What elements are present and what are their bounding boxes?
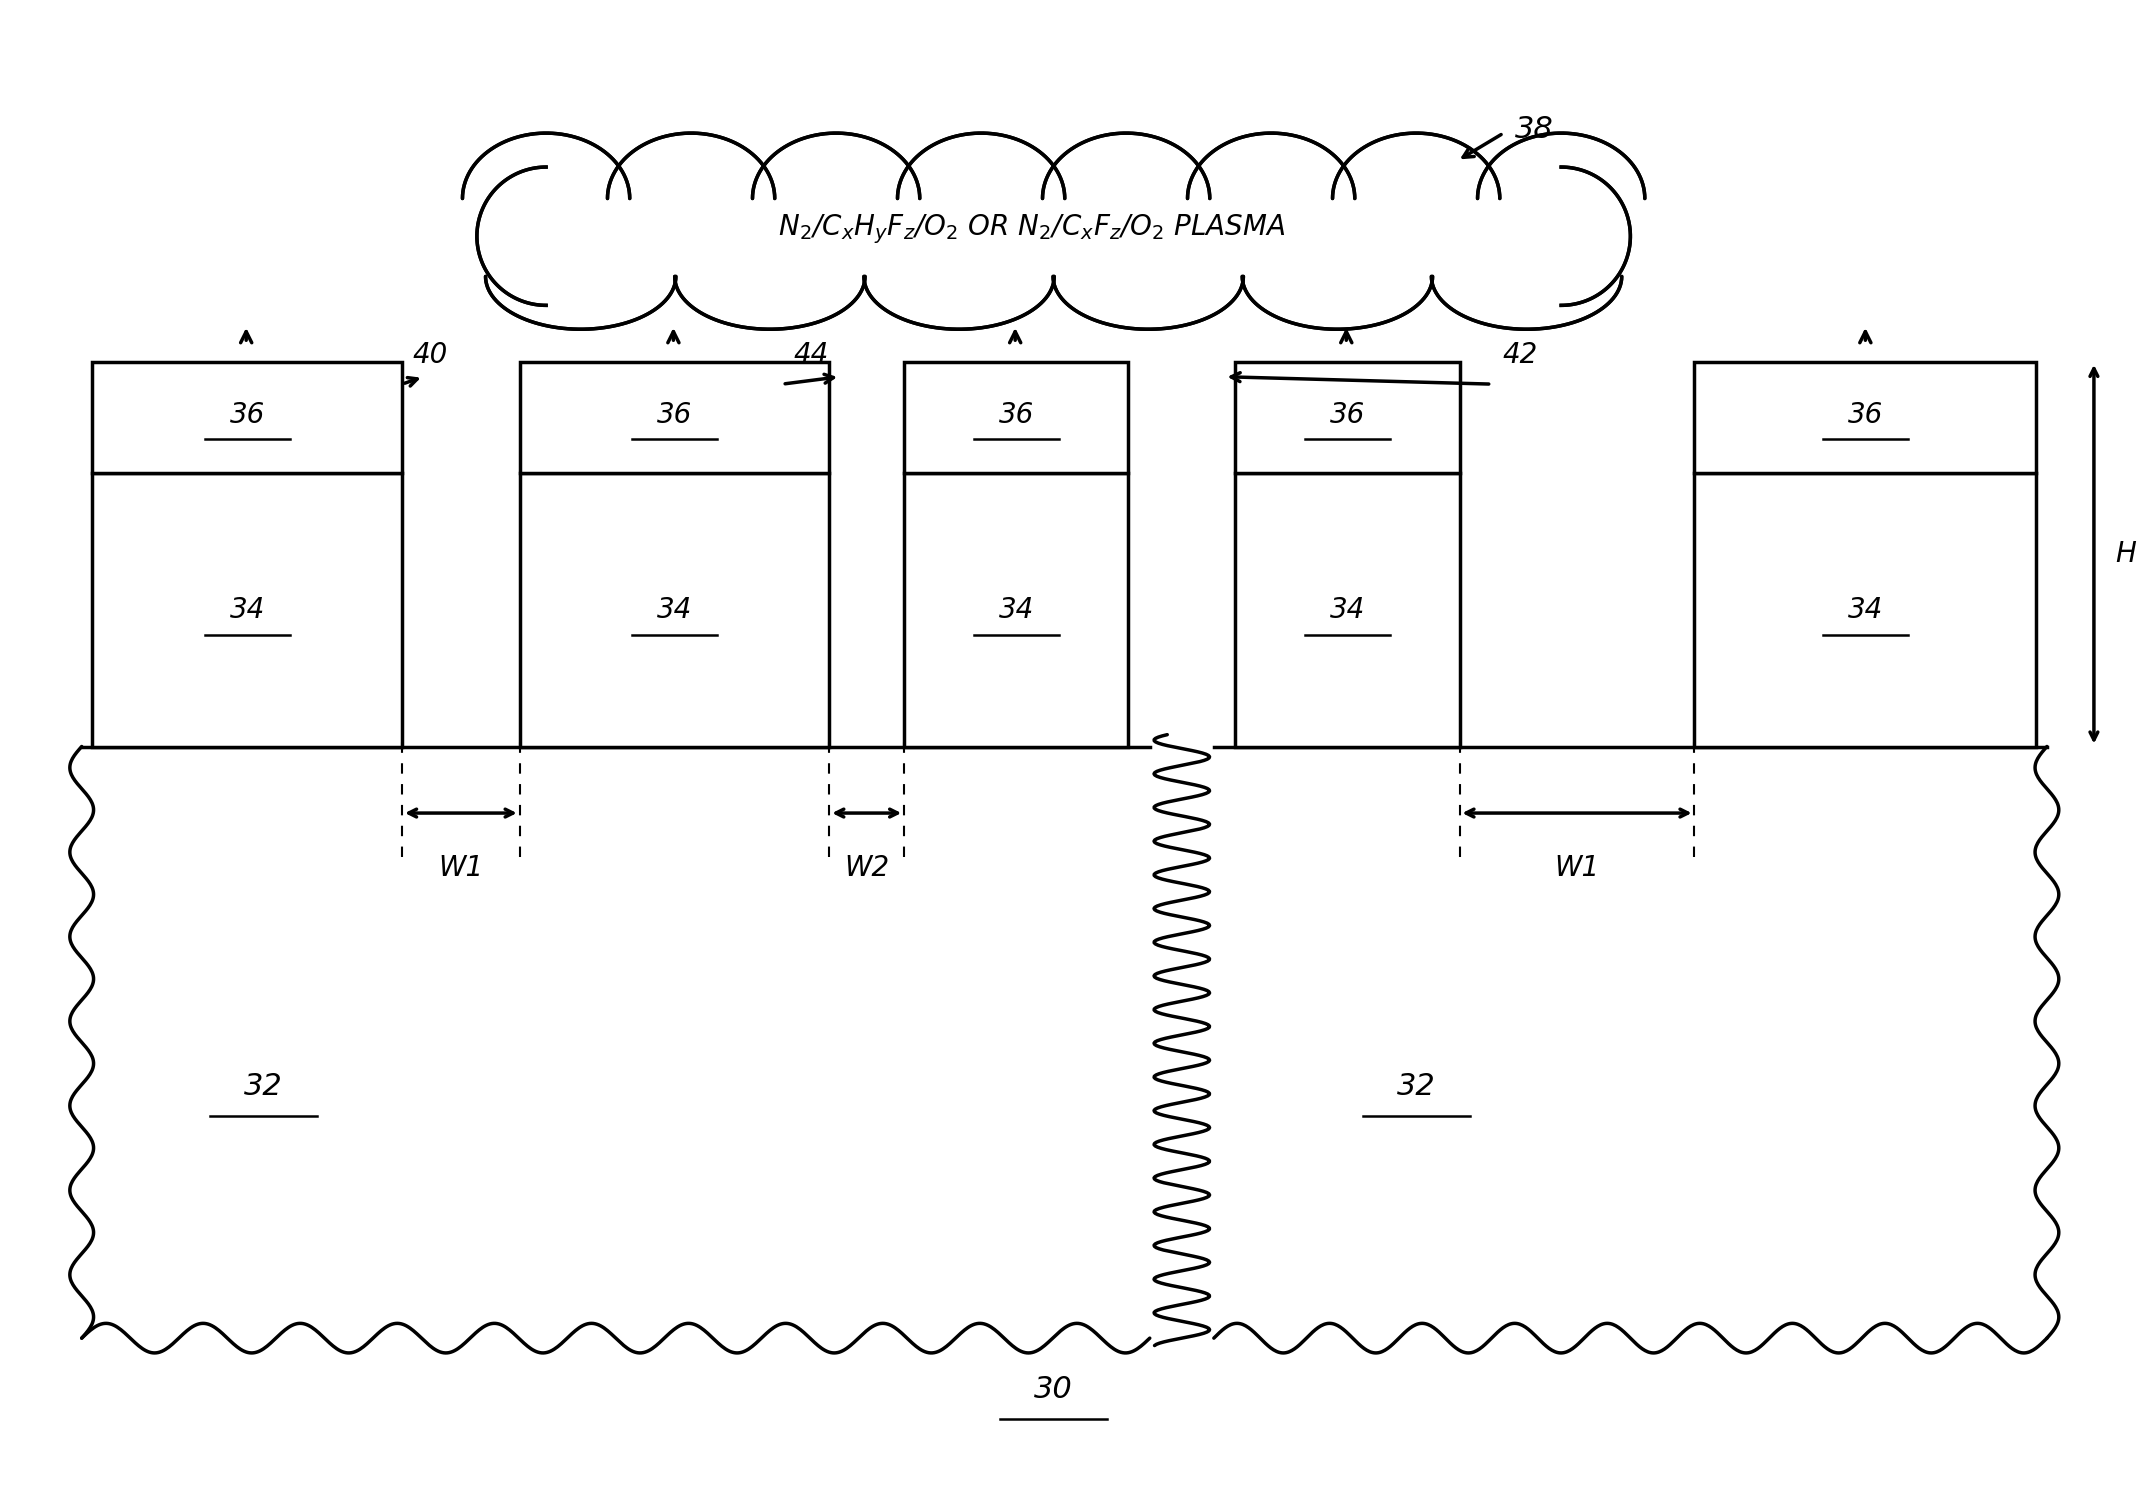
Text: 32: 32 [1398,1072,1436,1102]
Bar [546,267,1561,330]
Ellipse shape [1043,133,1210,264]
Bar [905,361,1129,473]
Bar [92,361,402,473]
Text: 30: 30 [1034,1375,1073,1405]
Text: 36: 36 [658,402,692,428]
Text: 32: 32 [243,1072,282,1102]
Text: W1: W1 [439,854,484,882]
Ellipse shape [1333,133,1501,264]
Bar [905,473,1129,746]
Text: 34: 34 [1329,596,1365,624]
Text: 42: 42 [1503,342,1537,369]
Ellipse shape [864,224,1054,330]
Text: 36: 36 [1847,402,1883,428]
Ellipse shape [486,224,675,330]
Bar [1694,473,2036,746]
Bar [520,473,830,746]
Bar [520,361,830,473]
Ellipse shape [608,133,774,264]
Ellipse shape [752,133,920,264]
Ellipse shape [1187,133,1354,264]
Text: 40: 40 [413,342,447,369]
Text: 34: 34 [230,596,264,624]
Bar [92,473,402,746]
Text: 36: 36 [1329,402,1365,428]
Ellipse shape [1432,224,1621,330]
Text: W2: W2 [845,854,890,882]
Text: 34: 34 [998,596,1034,624]
Text: 38: 38 [1516,115,1554,143]
Text: 44: 44 [793,342,828,369]
Text: W1: W1 [1554,854,1600,882]
Ellipse shape [675,224,864,330]
Bar [546,173,1561,242]
Text: 36: 36 [230,402,264,428]
Ellipse shape [1054,224,1243,330]
Ellipse shape [897,133,1064,264]
Ellipse shape [1243,224,1432,330]
Text: N$_2$/C$_x$H$_y$F$_z$/O$_2$ OR N$_2$/C$_x$F$_z$/O$_2$ PLASMA: N$_2$/C$_x$H$_y$F$_z$/O$_2$ OR N$_2$/C$_… [778,212,1286,246]
Ellipse shape [505,99,1602,375]
Bar [1236,361,1460,473]
Bar [1694,361,2036,473]
Text: 36: 36 [998,402,1034,428]
Ellipse shape [462,133,630,264]
Text: 34: 34 [658,596,692,624]
Ellipse shape [1477,133,1645,264]
Bar [1236,473,1460,746]
Text: 34: 34 [1847,596,1883,624]
Text: H: H [2116,540,2137,569]
